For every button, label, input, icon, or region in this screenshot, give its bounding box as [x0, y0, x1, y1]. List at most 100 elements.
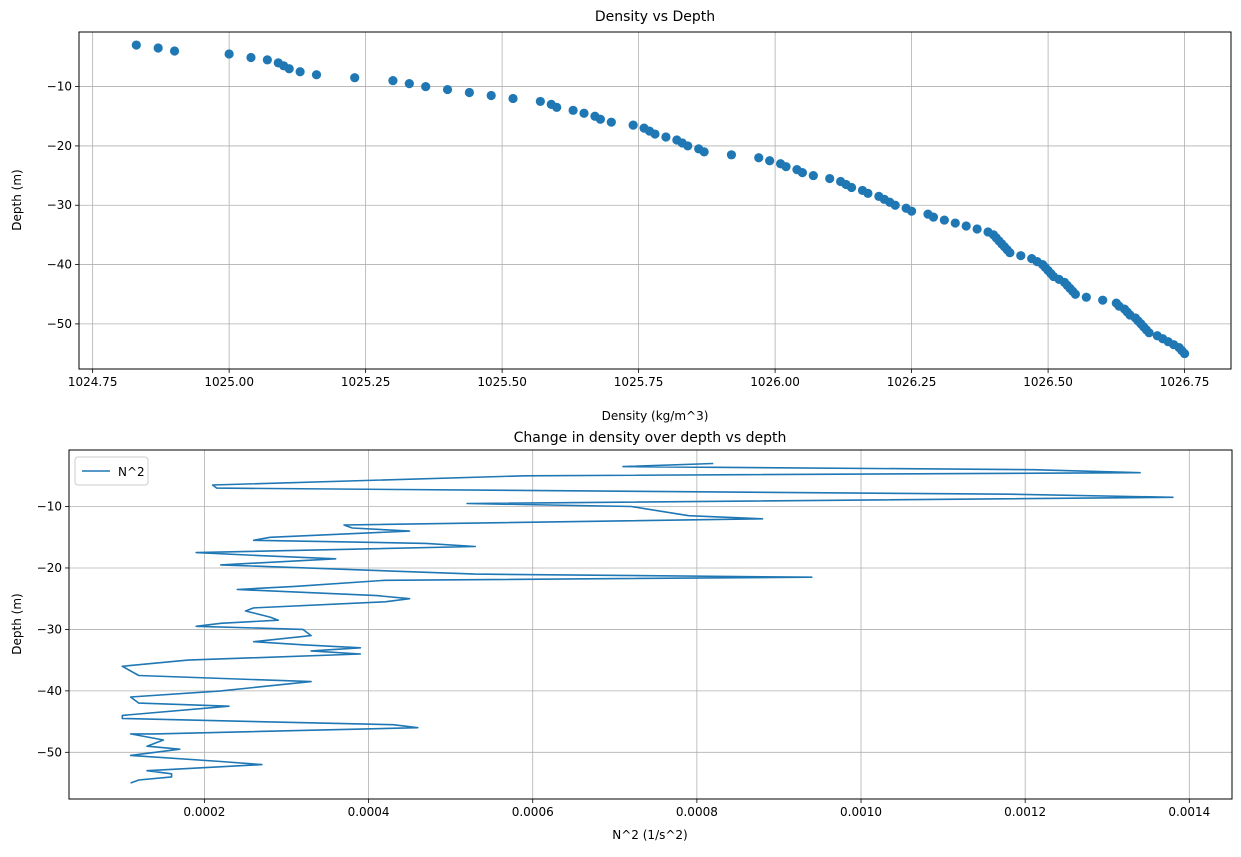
y-tick-label: −10: [47, 80, 72, 94]
data-point: [442, 84, 453, 95]
chart-n2-vs-depth: Change in density over depth vs depth 0.…: [10, 430, 1233, 842]
data-point: [464, 87, 474, 98]
data-point: [246, 52, 256, 63]
data-point: [907, 206, 917, 216]
data-point: [1179, 348, 1190, 359]
data-point: [579, 108, 589, 118]
y-tick-label: −40: [37, 684, 62, 698]
chart-2-title: Change in density over depth vs depth: [514, 430, 787, 446]
data-point: [972, 224, 982, 234]
data-point: [535, 96, 545, 107]
data-point: [661, 132, 671, 142]
data-point: [650, 129, 660, 139]
data-point: [1016, 251, 1026, 261]
data-point: [961, 221, 971, 231]
x-tick-label: 0.0014: [1168, 805, 1210, 819]
x-tick-label: 0.0008: [676, 805, 718, 819]
data-point: [568, 105, 578, 115]
data-point: [284, 64, 294, 74]
data-point: [765, 156, 775, 166]
chart-2-legend: N^2: [74, 456, 149, 486]
chart-1-frame: [78, 31, 1232, 370]
chart-2-x-ticks: 0.0002 0.0004 0.0006 0.0008 0.0010 0.0012 0.00…: [183, 799, 1210, 819]
y-tick-label: −20: [37, 561, 62, 575]
data-point: [224, 49, 234, 59]
x-tick-label: 0.0010: [840, 805, 882, 819]
data-point: [939, 215, 949, 225]
x-tick-label: 1026.25: [887, 375, 937, 389]
data-point: [508, 93, 518, 104]
chart-1-title: Density vs Depth: [595, 9, 715, 25]
data-point: [421, 81, 431, 92]
data-point: [295, 67, 305, 77]
legend-box: [74, 456, 149, 486]
x-tick-label: 1025.25: [341, 375, 391, 389]
chart-1-x-ticks: 1024.75 1025.00 1025.25 1025.50 1025.75 1026.…: [68, 369, 1210, 389]
data-point: [726, 150, 737, 160]
data-point: [1098, 295, 1108, 305]
data-point: [350, 73, 360, 83]
x-tick-label: 1026.75: [1160, 375, 1210, 389]
chart-1-grid: [79, 32, 1231, 369]
y-tick-label: −50: [37, 745, 62, 759]
data-point: [388, 76, 398, 86]
chart-2-grid: [69, 450, 1232, 799]
y-tick-label: −40: [47, 258, 72, 272]
chart-1-x-axis-label: Density (kg/m^3): [602, 409, 709, 423]
chart-1-y-ticks: −10 −20 −30 −40 −50: [47, 80, 79, 331]
data-point: [1081, 292, 1091, 302]
data-point: [890, 200, 900, 210]
data-point: [928, 212, 939, 222]
data-point: [1005, 248, 1015, 258]
chart-2-y-axis-label: Depth (m): [10, 593, 24, 654]
data-point: [404, 79, 414, 89]
data-point: [153, 43, 163, 53]
data-point: [1144, 328, 1154, 338]
chart-1-points: [131, 40, 1190, 359]
data-point: [552, 102, 562, 112]
chart-2-frame: [68, 449, 1233, 800]
x-tick-label: 0.0006: [512, 805, 554, 819]
x-tick-label: 1026.50: [1023, 375, 1073, 389]
data-point: [169, 46, 180, 56]
series-line: [121, 462, 1174, 784]
chart-density-vs-depth: Density vs Depth 1024.75 1025.00 1025.25 10…: [10, 9, 1232, 423]
legend-label: N^2: [118, 465, 145, 479]
x-tick-label: 0.0004: [348, 805, 390, 819]
chart-2-lines: [121, 462, 1174, 784]
data-point: [262, 55, 272, 65]
y-tick-label: −10: [37, 500, 62, 514]
x-tick-label: 1024.75: [68, 375, 118, 389]
chart-1-y-axis-label: Depth (m): [10, 169, 24, 230]
data-point: [808, 170, 818, 181]
x-tick-label: 1025.75: [614, 375, 664, 389]
y-tick-label: −50: [47, 317, 72, 331]
y-tick-label: −30: [47, 198, 72, 212]
data-point: [863, 188, 873, 198]
data-point: [846, 182, 857, 193]
data-point: [311, 70, 322, 80]
x-tick-label: 1025.00: [204, 375, 254, 389]
data-point: [606, 117, 616, 127]
data-point: [797, 168, 808, 178]
x-tick-label: 0.0012: [1004, 805, 1046, 819]
data-point: [781, 162, 791, 172]
data-point: [131, 40, 141, 50]
y-tick-label: −30: [37, 622, 62, 636]
data-point: [825, 173, 835, 184]
data-point: [628, 120, 638, 130]
x-tick-label: 1025.50: [477, 375, 527, 389]
data-point: [1070, 289, 1080, 299]
data-point: [486, 90, 496, 101]
x-tick-label: 0.0002: [183, 805, 225, 819]
data-point: [950, 218, 960, 228]
chart-2-x-axis-label: N^2 (1/s^2): [612, 828, 687, 842]
data-point: [754, 153, 764, 163]
data-point: [595, 114, 606, 124]
chart-2-y-ticks: −10 −20 −30 −40 −50: [37, 500, 69, 759]
x-tick-label: 1026.00: [750, 375, 800, 389]
y-tick-label: −20: [47, 139, 72, 153]
